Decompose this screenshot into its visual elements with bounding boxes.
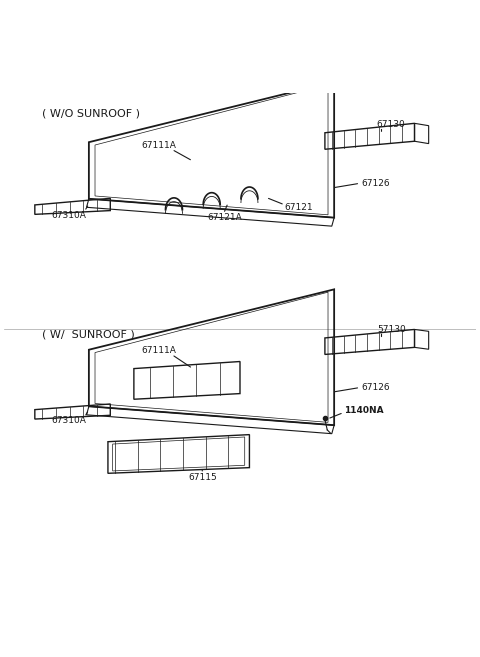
Text: ( W/  SUNROOF ): ( W/ SUNROOF ) <box>42 329 135 339</box>
Text: 1140NA: 1140NA <box>344 406 384 415</box>
Text: 67111A: 67111A <box>141 346 176 355</box>
Text: 57130: 57130 <box>377 325 406 334</box>
Text: 67310A: 67310A <box>51 211 86 220</box>
Text: ( W/O SUNROOF ): ( W/O SUNROOF ) <box>42 109 140 119</box>
Text: 67130: 67130 <box>377 120 406 129</box>
Text: 67121A: 67121A <box>207 213 242 221</box>
Text: 67126: 67126 <box>362 179 390 188</box>
Text: 67310A: 67310A <box>51 417 86 426</box>
Text: 67126: 67126 <box>362 383 390 392</box>
Text: 67115: 67115 <box>188 472 217 482</box>
Text: 67121: 67121 <box>285 203 313 212</box>
Text: 67111A: 67111A <box>141 141 176 150</box>
